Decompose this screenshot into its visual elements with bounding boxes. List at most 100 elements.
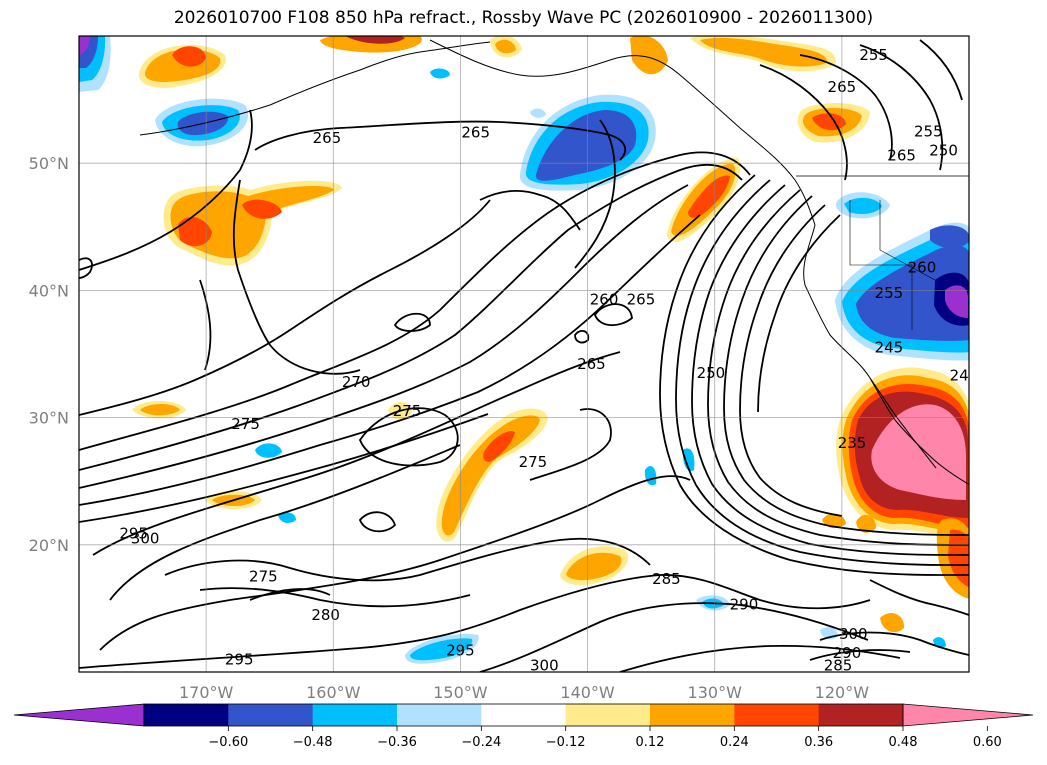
contour-label: 300 <box>131 529 160 547</box>
neg-anomaly-blob <box>844 197 882 214</box>
contour-label: 260 <box>590 290 619 308</box>
colorbar-tick-label: 0.48 <box>889 735 918 750</box>
colorbar: −0.60 −0.48 −0.36 −0.24 −0.12 0.12 0.24 0.36 0.4… <box>13 703 1034 750</box>
pos-anomaly-blob <box>856 514 876 533</box>
contour-label: 255 <box>859 46 888 64</box>
pos-anomaly-blob <box>178 216 212 247</box>
lon-tick-label: 120°W <box>815 683 870 702</box>
pos-anomaly-blob <box>441 415 540 536</box>
lat-tick-label: 50°N <box>29 154 69 173</box>
state-border <box>849 200 913 330</box>
colorbar-tick-label: −0.36 <box>377 735 417 750</box>
graticule <box>79 36 969 672</box>
contour-label: 275 <box>519 453 548 471</box>
contour-label-bg <box>966 41 997 57</box>
map-frame <box>78 35 970 673</box>
contour-label: 240 <box>950 367 979 385</box>
contour-label: 295 <box>225 650 254 668</box>
contour-label: 265 <box>887 147 916 165</box>
neg-anomaly-blob <box>930 225 969 249</box>
chart-title: 2026010700 F108 850 hPa refract., Rossby… <box>173 8 874 28</box>
neg-anomaly-blob <box>430 68 450 79</box>
colorbar-segment <box>818 704 904 726</box>
contour-label: 285 <box>824 657 853 675</box>
colorbar-segment <box>565 704 651 726</box>
colorbar-segment <box>397 704 482 726</box>
colorbar-segment <box>312 704 398 726</box>
pos-anomaly-blob <box>242 199 282 219</box>
pos-anomaly-blob <box>871 404 966 500</box>
contour-label: 275 <box>393 402 422 420</box>
colorbar-segment <box>734 704 820 726</box>
colorbar-extend-max <box>902 703 1034 727</box>
pos-anomaly-blob <box>630 36 668 75</box>
colorbar-tick-label: −0.12 <box>546 735 586 750</box>
neg-anomaly-blob <box>278 512 296 523</box>
neg-anomaly-blob <box>682 448 695 472</box>
lon-tick-label: 160°W <box>306 683 361 702</box>
coastline-alaska <box>429 39 816 226</box>
colorbar-segment <box>481 704 567 726</box>
contour-label: 290 <box>730 596 759 614</box>
contour-label: 265 <box>577 355 606 373</box>
lon-tick-label: 140°W <box>560 683 615 702</box>
lon-tick-label: 150°W <box>433 683 488 702</box>
neg-anomaly-blob <box>410 638 473 661</box>
colorbar-tick-label: −0.24 <box>461 735 501 750</box>
colorbar-tick-label: 0.12 <box>636 735 665 750</box>
contour-label: 270 <box>342 373 371 391</box>
lon-tick-label: 130°W <box>688 683 743 702</box>
contour-label: 265 <box>627 290 656 308</box>
latitude-axis: 20°N 30°N 40°N 50°N <box>29 154 69 555</box>
contour-label: 275 <box>249 568 278 586</box>
contour-label: 260 <box>908 259 937 277</box>
pos-anomaly-blob <box>700 37 827 67</box>
coastline-alaska <box>139 41 491 136</box>
coastline-baja <box>869 377 937 469</box>
colorbar-tick-label: 0.60 <box>973 735 1002 750</box>
colorbar-segment <box>650 704 735 726</box>
contour-label: 255 <box>914 122 943 140</box>
neg-anomaly-blob <box>530 108 546 118</box>
pos-anomaly-blob <box>688 175 730 218</box>
pos-anomaly-blob <box>345 36 405 44</box>
contour-label: 265 <box>313 129 342 147</box>
contour-label: 255 <box>967 42 996 60</box>
contour-label: 255 <box>875 284 904 302</box>
contour-label: 290 <box>833 644 862 662</box>
lat-tick-label: 20°N <box>29 536 69 555</box>
colorbar-tick-label: 0.24 <box>720 735 749 750</box>
pos-anomaly-blob <box>822 513 846 529</box>
colorbar-tick-label: −0.60 <box>208 735 248 750</box>
lon-tick-label: 170°W <box>179 683 234 702</box>
pos-anomaly-blob <box>495 39 516 54</box>
contour-label: 245 <box>875 339 904 357</box>
pos-anomaly-blob <box>483 431 515 462</box>
refractivity-contours <box>79 39 969 672</box>
colorbar-segment <box>228 704 314 726</box>
contour-label: 250 <box>929 141 958 159</box>
neg-anomaly-blob <box>945 285 968 318</box>
contour-label: 250 <box>697 364 726 382</box>
contour-label: 235 <box>838 434 867 452</box>
pos-anomaly-blob <box>170 186 334 259</box>
longitude-axis: 170°W 160°W 150°W 140°W 130°W 120°W <box>179 683 869 702</box>
contour-label: 285 <box>652 570 681 588</box>
contour-label: 300 <box>530 657 559 675</box>
colorbar-frame <box>143 703 904 727</box>
contour-label: 275 <box>231 415 260 433</box>
colorbar-tick-label: 0.36 <box>804 735 833 750</box>
pos-anomaly-blob <box>172 46 206 67</box>
colorbar-extend-min <box>13 703 145 727</box>
contour-label: 265 <box>461 124 490 142</box>
pos-anomaly-blob <box>566 552 622 581</box>
state-border <box>879 200 936 281</box>
lat-tick-label: 40°N <box>29 281 69 300</box>
contour-label: 280 <box>311 606 340 624</box>
colorbar-segment <box>144 704 229 726</box>
colorbar-tick-label: −0.48 <box>293 735 333 750</box>
contour-label: 300 <box>839 625 868 643</box>
